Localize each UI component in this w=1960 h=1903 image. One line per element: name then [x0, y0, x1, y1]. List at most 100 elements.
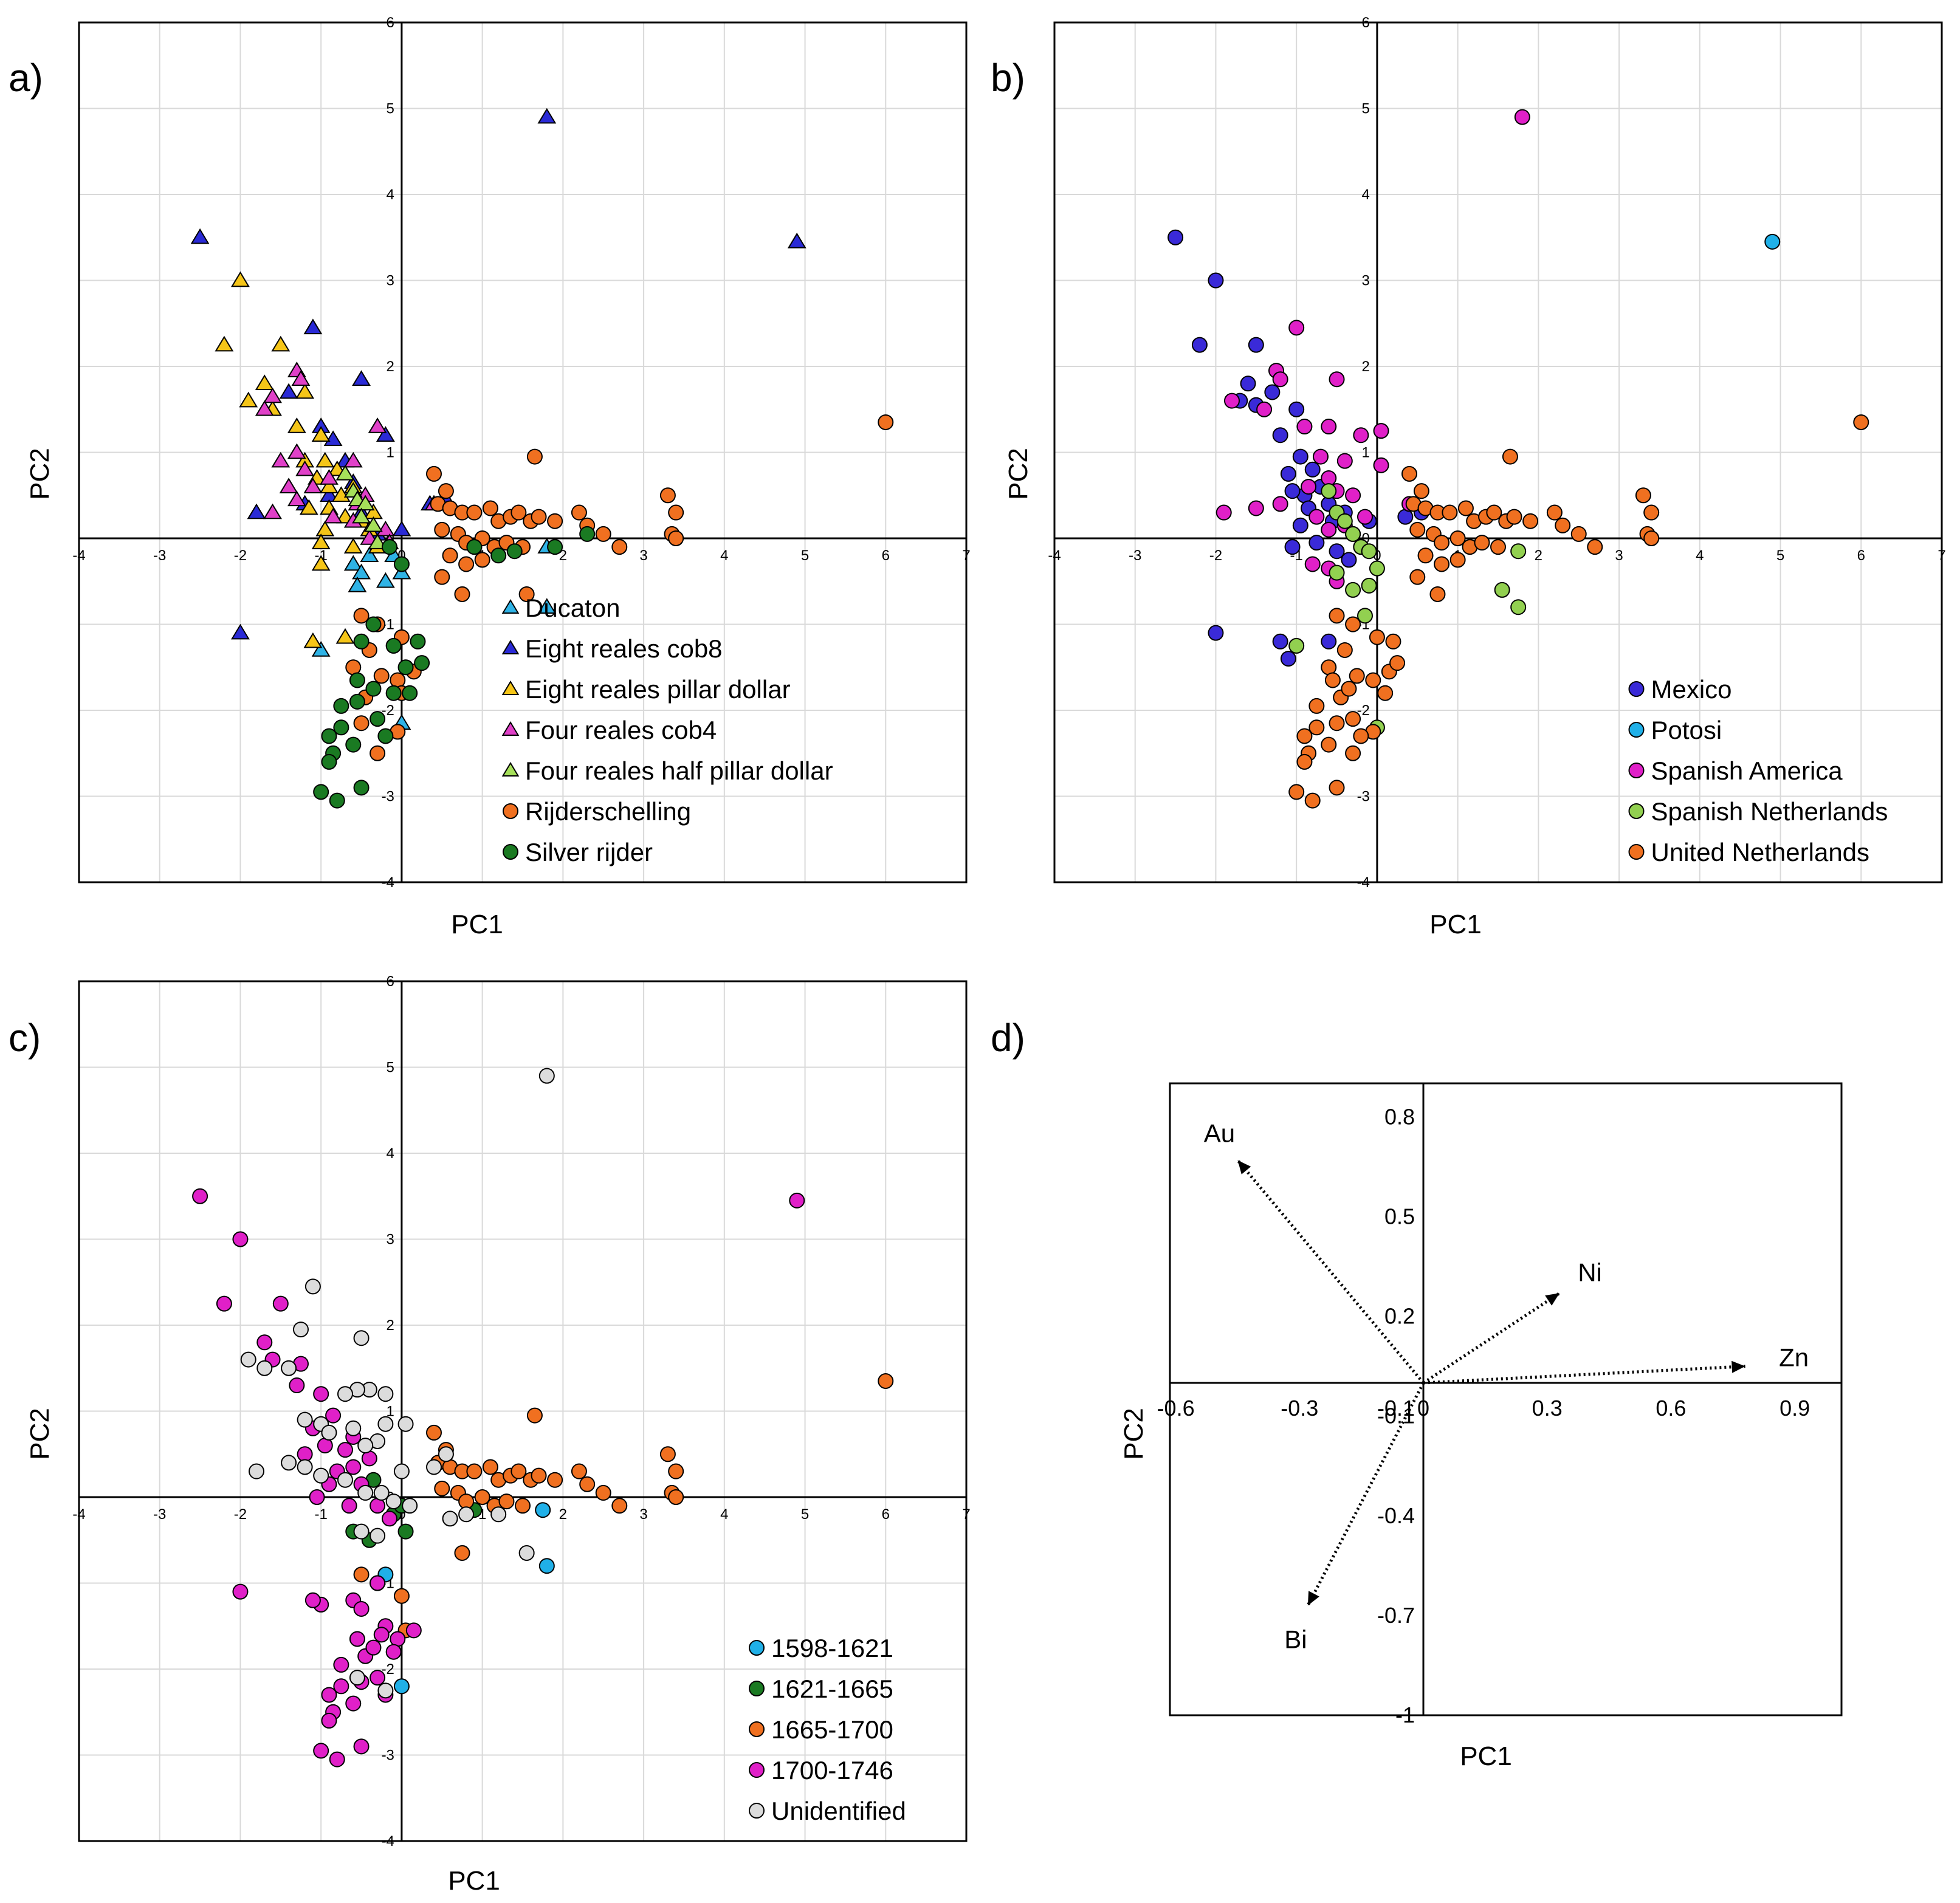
y-tick-label: 5 — [1362, 101, 1370, 117]
data-point-mexico — [1292, 448, 1308, 465]
data-point-unidentified — [438, 1446, 454, 1462]
data-point-unidentified — [256, 1360, 273, 1376]
data-point-spanish-america — [1336, 453, 1353, 469]
data-point-unidentified — [370, 1528, 386, 1544]
data-point-silver-rijder — [365, 616, 382, 633]
data-point-1700-1746 — [349, 1631, 365, 1647]
y-axis-label-a: PC2 — [25, 448, 55, 500]
data-point-united-netherlands — [1409, 569, 1426, 585]
data-point-1665-1700 — [515, 1498, 531, 1514]
marks-d: Au Ni Zn Bi — [1204, 1119, 1809, 1654]
data-point-unidentified — [297, 1459, 313, 1475]
data-point-1700-1746 — [289, 1377, 305, 1394]
y-tick-label: 3 — [387, 1232, 394, 1248]
data-point-rijderschelling — [474, 552, 490, 568]
data-point-united-netherlands — [1377, 685, 1394, 701]
data-point-four-reales-cob4 — [263, 387, 282, 403]
data-point-eight-reales-pillar-dollar — [295, 383, 315, 399]
data-point-1621-1665 — [397, 1523, 414, 1540]
data-point-mexico — [1264, 384, 1281, 400]
data-point-silver-rijder — [333, 719, 349, 736]
data-point-1700-1746 — [789, 1192, 805, 1209]
data-point-spanish-netherlands — [1321, 483, 1337, 499]
data-point-silver-rijder — [579, 526, 596, 542]
data-point-1700-1746 — [405, 1622, 422, 1639]
data-point-spanish-america — [1373, 457, 1389, 473]
legend-label-four-reales-cob4: Four reales cob4 — [525, 716, 717, 744]
data-point-eight-reales-pillar-dollar — [239, 391, 258, 408]
legend-label-eight-reales-pillar-dollar: Eight reales pillar dollar — [525, 675, 791, 704]
panel-label-d: d) — [991, 1016, 1025, 1060]
data-point-spanish-america — [1301, 479, 1317, 495]
data-point-united-netherlands — [1502, 448, 1518, 465]
x-tick-label: -1 — [315, 1506, 328, 1523]
data-point-1665-1700 — [526, 1407, 543, 1424]
data-point-rijderschelling — [659, 487, 676, 504]
data-point-rijderschelling — [353, 608, 370, 624]
data-point-1598-1621 — [538, 1558, 555, 1574]
data-point-mexico — [1208, 272, 1224, 289]
data-point-silver-rijder — [466, 539, 483, 555]
data-point-four-reales-cob4 — [287, 490, 306, 507]
x-tick-label: 7 — [1938, 547, 1945, 564]
data-point-unidentified — [377, 1682, 394, 1699]
legend-marker-mexico — [1628, 681, 1645, 697]
data-point-mexico — [1167, 229, 1184, 245]
data-point-united-netherlands — [1345, 616, 1361, 633]
data-point-silver-rijder — [321, 728, 337, 744]
data-point-mexico — [1288, 401, 1305, 417]
data-point-spanish-netherlands — [1361, 577, 1377, 594]
data-point-spanish-america — [1272, 496, 1288, 512]
legend-a: Ducaton Eight reales cob8 Eight reales pil… — [501, 594, 833, 866]
data-point-1700-1746 — [370, 1575, 386, 1591]
data-point-1665-1700 — [659, 1446, 676, 1462]
data-point-spanish-america — [1373, 423, 1389, 439]
data-point-mexico — [1304, 461, 1321, 478]
data-point-unidentified — [321, 1424, 337, 1441]
data-point-1700-1746 — [345, 1459, 362, 1475]
data-point-rijderschelling — [466, 504, 483, 521]
x-tick-label: 3 — [1615, 547, 1623, 564]
data-point-united-netherlands — [1417, 547, 1434, 564]
data-point-eight-reales-cob8 — [231, 623, 250, 640]
x-tick-label: 3 — [639, 1506, 647, 1523]
data-point-silver-rijder — [313, 784, 329, 800]
data-point-silver-rijder — [393, 556, 410, 572]
data-point-united-netherlands — [1506, 509, 1522, 525]
data-point-rijderschelling — [668, 504, 684, 521]
data-point-spanish-america — [1514, 109, 1530, 125]
grid-a — [79, 22, 966, 882]
y-tick-label: -3 — [382, 1747, 394, 1764]
data-point-rijderschelling — [353, 715, 370, 732]
legend-marker-1700-1746 — [749, 1762, 765, 1778]
y-tick-label: 4 — [387, 187, 394, 203]
legend-marker-four-reales-cob4 — [501, 721, 520, 736]
x-tick-label: -3 — [153, 1506, 166, 1523]
data-point-1700-1746 — [373, 1627, 390, 1643]
y-tick-label: 1 — [387, 445, 394, 461]
data-point-ducaton — [376, 572, 395, 588]
data-point-spanish-netherlands — [1345, 526, 1361, 542]
vector-label-bi: Bi — [1284, 1625, 1307, 1653]
data-point-spanish-netherlands — [1510, 599, 1527, 615]
data-point-unidentified — [304, 1278, 321, 1295]
data-point-1700-1746 — [313, 1743, 329, 1759]
data-point-four-reales-cob4 — [271, 451, 291, 468]
legend-label-spanish-netherlands: Spanish Netherlands — [1651, 797, 1888, 826]
data-point-spanish-netherlands — [1357, 608, 1373, 624]
data-point-silver-rijder — [414, 655, 430, 671]
data-point-united-netherlands — [1321, 736, 1337, 753]
data-point-eight-reales-pillar-dollar — [343, 538, 363, 554]
data-point-four-reales-half-pillar-dollar — [368, 533, 387, 549]
loading-vector-au — [1236, 1159, 1425, 1384]
data-point-four-reales-cob4 — [295, 460, 315, 476]
data-point-1700-1746 — [341, 1498, 357, 1514]
data-point-united-netherlands — [1345, 711, 1361, 727]
data-point-four-reales-cob4 — [287, 443, 306, 459]
data-point-1665-1700 — [454, 1545, 470, 1561]
legend-label-rijderschelling: Rijderschelling — [525, 797, 691, 826]
data-point-spanish-netherlands — [1329, 564, 1345, 581]
data-point-1700-1746 — [353, 1738, 370, 1755]
x-tick-label: 4 — [720, 547, 728, 564]
